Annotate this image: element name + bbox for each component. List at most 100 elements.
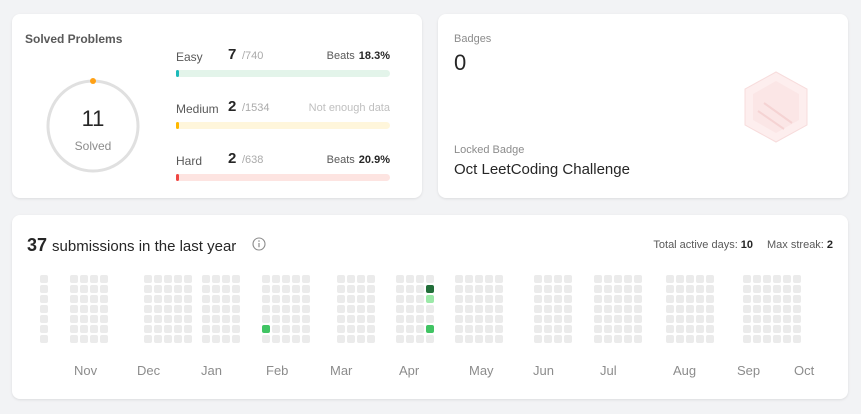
heatmap-cell[interactable] (624, 275, 632, 283)
heatmap-cell[interactable] (367, 335, 375, 343)
heatmap-cell[interactable] (357, 325, 365, 333)
heatmap-cell[interactable] (743, 315, 751, 323)
heatmap-cell[interactable] (222, 295, 230, 303)
heatmap-cell[interactable] (763, 335, 771, 343)
heatmap-cell[interactable] (614, 305, 622, 313)
heatmap-cell[interactable] (347, 315, 355, 323)
heatmap-cell[interactable] (495, 325, 503, 333)
heatmap-cell[interactable] (753, 315, 761, 323)
heatmap-cell[interactable] (455, 335, 463, 343)
heatmap-cell[interactable] (80, 285, 88, 293)
heatmap-cell[interactable] (154, 305, 162, 313)
heatmap-cell[interactable] (773, 315, 781, 323)
heatmap-cell[interactable] (357, 335, 365, 343)
heatmap-cell[interactable] (70, 305, 78, 313)
heatmap-cell[interactable] (292, 335, 300, 343)
heatmap-cell[interactable] (634, 285, 642, 293)
heatmap-cell[interactable] (455, 315, 463, 323)
heatmap-cell[interactable] (212, 295, 220, 303)
heatmap-cell[interactable] (793, 315, 801, 323)
heatmap-cell[interactable] (367, 325, 375, 333)
heatmap-cell[interactable] (544, 335, 552, 343)
heatmap-cell[interactable] (222, 325, 230, 333)
heatmap-cell[interactable] (594, 315, 602, 323)
heatmap-cell[interactable] (292, 295, 300, 303)
heatmap-cell[interactable] (90, 315, 98, 323)
heatmap-cell[interactable] (763, 325, 771, 333)
heatmap-cell[interactable] (783, 325, 791, 333)
heatmap-cell[interactable] (367, 315, 375, 323)
heatmap-cell[interactable] (154, 275, 162, 283)
heatmap-cell[interactable] (232, 285, 240, 293)
heatmap-cell[interactable] (90, 325, 98, 333)
heatmap-cell[interactable] (367, 305, 375, 313)
heatmap-cell[interactable] (40, 275, 48, 283)
heatmap-cell[interactable] (154, 295, 162, 303)
heatmap-cell[interactable] (222, 335, 230, 343)
heatmap-cell[interactable] (686, 285, 694, 293)
heatmap-cell[interactable] (475, 305, 483, 313)
heatmap-cell[interactable] (564, 315, 572, 323)
heatmap-cell[interactable] (144, 335, 152, 343)
heatmap-cell[interactable] (783, 285, 791, 293)
heatmap-cell[interactable] (614, 295, 622, 303)
heatmap-cell[interactable] (100, 305, 108, 313)
heatmap-cell[interactable] (706, 305, 714, 313)
heatmap-cell[interactable] (262, 315, 270, 323)
heatmap-cell[interactable] (282, 295, 290, 303)
heatmap-cell[interactable] (743, 295, 751, 303)
heatmap-cell[interactable] (416, 325, 424, 333)
heatmap-cell[interactable] (614, 315, 622, 323)
heatmap-cell[interactable] (80, 275, 88, 283)
heatmap-cell[interactable] (773, 285, 781, 293)
heatmap-cell[interactable] (154, 315, 162, 323)
heatmap-cell[interactable] (164, 325, 172, 333)
heatmap-cell[interactable] (676, 275, 684, 283)
heatmap-cell[interactable] (564, 295, 572, 303)
heatmap-cell[interactable] (706, 295, 714, 303)
heatmap-cell[interactable] (465, 285, 473, 293)
heatmap-cell[interactable] (367, 285, 375, 293)
heatmap-cell[interactable] (495, 285, 503, 293)
heatmap-cell[interactable] (793, 285, 801, 293)
heatmap-cell[interactable] (534, 285, 542, 293)
heatmap-cell[interactable] (686, 335, 694, 343)
heatmap-cell[interactable] (90, 285, 98, 293)
heatmap-cell[interactable] (564, 335, 572, 343)
heatmap-cell[interactable] (485, 305, 493, 313)
heatmap-cell[interactable] (676, 335, 684, 343)
heatmap-cell[interactable] (164, 285, 172, 293)
heatmap-cell[interactable] (406, 295, 414, 303)
heatmap-cell[interactable] (455, 275, 463, 283)
heatmap-cell[interactable] (347, 295, 355, 303)
heatmap-cell[interactable] (80, 315, 88, 323)
heatmap-cell[interactable] (80, 305, 88, 313)
heatmap-cell[interactable] (773, 325, 781, 333)
heatmap-cell[interactable] (773, 335, 781, 343)
heatmap-cell[interactable] (753, 295, 761, 303)
heatmap-cell[interactable] (686, 325, 694, 333)
heatmap-cell[interactable] (184, 305, 192, 313)
heatmap-cell[interactable] (396, 315, 404, 323)
heatmap-cell[interactable] (337, 335, 345, 343)
heatmap-cell[interactable] (174, 315, 182, 323)
heatmap-cell[interactable] (90, 305, 98, 313)
heatmap-cell[interactable] (174, 295, 182, 303)
heatmap-cell[interactable] (763, 285, 771, 293)
heatmap-cell[interactable] (184, 275, 192, 283)
heatmap-cell[interactable] (676, 315, 684, 323)
heatmap-cell[interactable] (554, 335, 562, 343)
heatmap-cell[interactable] (164, 315, 172, 323)
heatmap-cell[interactable] (624, 315, 632, 323)
heatmap-cell[interactable] (594, 335, 602, 343)
heatmap-cell[interactable] (144, 325, 152, 333)
heatmap-cell[interactable] (144, 275, 152, 283)
heatmap-cell[interactable] (465, 335, 473, 343)
heatmap-cell[interactable] (40, 315, 48, 323)
heatmap-cell[interactable] (783, 275, 791, 283)
heatmap-cell[interactable] (302, 315, 310, 323)
heatmap-cell[interactable] (184, 295, 192, 303)
heatmap-cell[interactable] (302, 305, 310, 313)
heatmap-cell[interactable] (396, 285, 404, 293)
heatmap-cell[interactable] (485, 335, 493, 343)
